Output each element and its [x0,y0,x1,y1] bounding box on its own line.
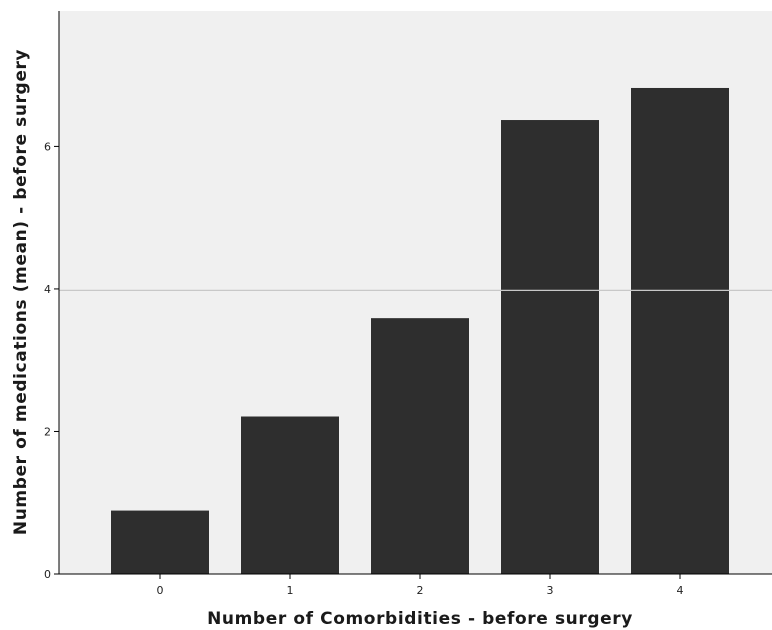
y-tick-label: 2 [44,425,51,438]
y-ticks-group: 0 2 4 6 [44,140,59,581]
y-tick-label: 6 [44,140,51,153]
bar-3 [501,120,599,574]
y-tick-label: 0 [44,568,51,581]
bar-4 [631,87,729,574]
x-tick-label: 0 [157,584,164,597]
x-axis-title: Number of Comorbidities - before surgery [207,609,633,629]
x-tick-label: 1 [287,584,294,597]
bar-0 [111,510,209,574]
axes-group [58,11,772,575]
bar-2 [371,318,469,574]
x-tick-label: 3 [547,584,554,597]
bars-group [111,87,729,574]
x-tick-label: 4 [677,584,684,597]
x-ticks-group: 0 1 2 3 4 [157,574,684,597]
y-tick-label: 4 [44,283,51,296]
x-tick-label: 2 [417,584,424,597]
bar-1 [241,416,339,574]
y-axis-title: Number of medications (mean) - before su… [11,49,31,535]
